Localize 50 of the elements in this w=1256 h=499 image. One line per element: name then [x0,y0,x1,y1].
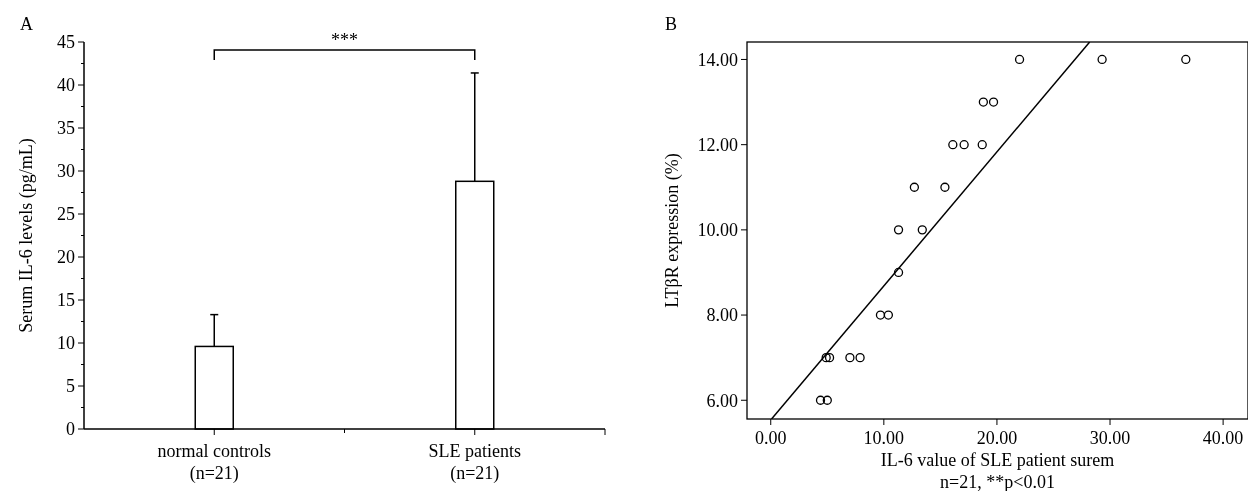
point [883,310,894,320]
point [940,182,950,192]
point [1014,54,1025,65]
point [1181,54,1191,65]
point [909,182,920,192]
chart-title: B [665,14,678,34]
chart-title: A [20,14,33,34]
point [855,353,865,363]
x-tick-label: 30.00 [1089,428,1131,448]
point [824,353,835,363]
point [978,97,989,107]
x-tick-label: SLE patients (n=21) [428,441,521,484]
point [875,310,886,320]
point [845,353,855,363]
x-tick-label: 20.00 [976,428,1018,448]
point [959,140,969,150]
y-tick-label: 15 [57,290,75,311]
point [822,395,832,405]
x-axis-title: IL-6 value of SLE patient surem [880,450,1115,470]
point [893,225,904,235]
y-tick-label: 40 [57,75,75,96]
point [988,97,999,107]
y-tick-label: 6.00 [706,390,738,411]
y-axis-title: Serum IL-6 levels (pg/mL) [16,138,37,333]
point [893,267,904,278]
point [977,140,987,150]
y-tick-label: 12.00 [697,134,738,155]
point [917,225,927,235]
point [948,140,958,150]
y-tick-label: 35 [57,118,75,139]
y-tick-label: 14.00 [697,49,738,70]
text: n=21, **p<0.01 [940,472,1055,492]
annotation: *** [331,30,358,50]
y-tick-label: 0 [66,419,75,440]
y-axis-title: LTβR expression (%) [662,153,683,308]
x-tick-label: 0.00 [755,428,787,448]
x-tick-label: normal controls (n=21) [157,441,271,484]
point [1097,54,1107,65]
y-tick-label: 5 [66,376,75,397]
y-tick-label: 20 [57,247,75,268]
point [815,395,826,405]
x-tick-label: 10.00 [863,428,905,448]
y-tick-label: 10.00 [697,220,738,241]
point [821,353,831,363]
y-tick-label: 10 [57,333,75,354]
y-tick-label: 25 [57,204,75,225]
y-tick-label: 30 [57,161,75,182]
x-tick-label: 40.00 [1202,428,1244,448]
y-tick-label: 8.00 [706,305,738,326]
y-tick-label: 45 [57,32,75,53]
